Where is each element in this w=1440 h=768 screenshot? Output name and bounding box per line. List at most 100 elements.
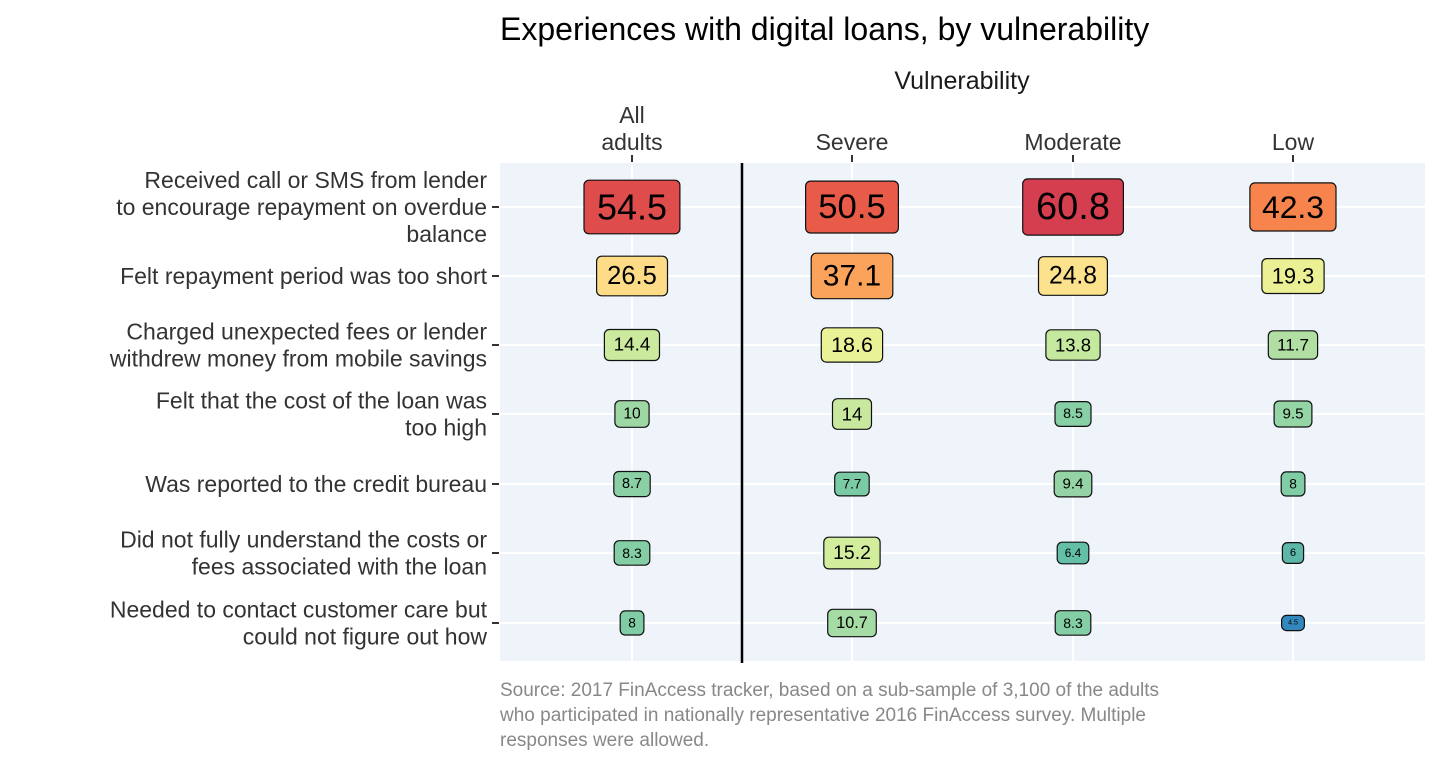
facet-label: Vulnerability bbox=[894, 67, 1030, 95]
cell-box bbox=[603, 328, 661, 362]
cell-box bbox=[1273, 400, 1313, 428]
cell-value: 11.7 bbox=[1277, 336, 1309, 355]
cell-value: 24.8 bbox=[1049, 263, 1097, 290]
cell-value: 50.5 bbox=[818, 188, 886, 226]
cell-box bbox=[1249, 182, 1337, 232]
cell-value: 15.2 bbox=[833, 542, 871, 564]
cell-value: 8.3 bbox=[1063, 615, 1083, 631]
cell-value: 8 bbox=[1289, 477, 1297, 492]
cell-box bbox=[1037, 256, 1109, 296]
cell-low-4: 8 bbox=[1280, 471, 1306, 497]
cell-values: 54.5 50.5 60.8 42.3 26.5 37.1 24.8 19.3 14.4 18.6… bbox=[583, 178, 1337, 638]
cell-moderate-6: 8.3 bbox=[1054, 610, 1092, 636]
cell-box bbox=[1280, 471, 1306, 497]
cell-box bbox=[804, 180, 899, 234]
cell-value: 60.8 bbox=[1036, 186, 1110, 228]
cell-all-4: 8.7 bbox=[613, 470, 651, 498]
cell-moderate-2: 13.8 bbox=[1045, 329, 1101, 361]
cell-box bbox=[1054, 610, 1092, 636]
cell-all-5: 8.3 bbox=[613, 540, 651, 566]
cell-box bbox=[1053, 470, 1093, 498]
row-label: Needed to contact customer care but bbox=[110, 597, 488, 623]
cell-value: 19.3 bbox=[1272, 264, 1315, 289]
cell-low-3: 9.5 bbox=[1273, 400, 1313, 428]
caption-line: responses were allowed. bbox=[500, 730, 709, 751]
cell-box bbox=[1280, 614, 1305, 632]
cell-moderate-5: 6.4 bbox=[1056, 541, 1090, 565]
cell-value: 13.8 bbox=[1055, 335, 1091, 356]
row-label: withdrew money from mobile savings bbox=[109, 346, 487, 372]
column-label-low: Low bbox=[1272, 129, 1315, 155]
cell-box bbox=[810, 252, 894, 300]
cell-value: 7.7 bbox=[843, 477, 862, 492]
cell-severe-0: 50.5 bbox=[804, 180, 899, 234]
cell-severe-1: 37.1 bbox=[810, 252, 894, 300]
cell-value: 9.5 bbox=[1282, 406, 1303, 423]
cell-all-1: 26.5 bbox=[595, 255, 669, 297]
cell-value: 14 bbox=[842, 404, 863, 425]
cell-box bbox=[1267, 330, 1319, 360]
cell-value: 42.3 bbox=[1262, 189, 1324, 225]
row-label: fees associated with the loan bbox=[192, 554, 487, 580]
cell-severe-5: 15.2 bbox=[823, 536, 881, 570]
cell-box bbox=[1056, 541, 1090, 565]
cell-value: 26.5 bbox=[607, 262, 657, 290]
row-label: Did not fully understand the costs or bbox=[120, 527, 487, 553]
cell-box bbox=[595, 255, 669, 297]
row-label: to encourage repayment on overdue bbox=[116, 194, 487, 220]
cell-value: 10.7 bbox=[836, 614, 868, 632]
cell-box bbox=[1261, 258, 1325, 295]
cell-box bbox=[1022, 178, 1125, 236]
cell-box bbox=[583, 179, 681, 235]
row-label: balance bbox=[406, 221, 487, 247]
cell-low-1: 19.3 bbox=[1261, 258, 1325, 295]
row-label: Received call or SMS from lender bbox=[144, 167, 487, 193]
cell-box bbox=[820, 327, 884, 363]
cell-value: 8.3 bbox=[622, 545, 642, 561]
cell-moderate-3: 8.5 bbox=[1054, 401, 1092, 428]
row-label: Was reported to the credit bureau bbox=[145, 471, 487, 497]
cell-box bbox=[1054, 401, 1092, 428]
cell-all-2: 14.4 bbox=[603, 328, 661, 362]
cell-value: 8.7 bbox=[622, 476, 642, 492]
cell-moderate-1: 24.8 bbox=[1037, 256, 1109, 296]
cell-low-0: 42.3 bbox=[1249, 182, 1337, 232]
cell-moderate-0: 60.8 bbox=[1022, 178, 1125, 236]
cell-value: 10 bbox=[623, 406, 641, 423]
cell-value: 6 bbox=[1290, 547, 1296, 559]
cell-low-2: 11.7 bbox=[1267, 330, 1319, 360]
cell-box bbox=[831, 398, 873, 430]
cell-box bbox=[827, 608, 877, 638]
row-label: Felt that the cost of the loan was bbox=[156, 388, 487, 414]
row-label: could not figure out how bbox=[243, 624, 488, 650]
cell-all-0: 54.5 bbox=[583, 179, 681, 235]
plot-panel bbox=[500, 163, 1425, 661]
cell-box bbox=[834, 471, 870, 497]
cell-low-5: 6 bbox=[1281, 541, 1305, 564]
cell-value: 8.5 bbox=[1063, 406, 1083, 422]
row-label: Felt repayment period was too short bbox=[120, 263, 488, 289]
cell-severe-2: 18.6 bbox=[820, 327, 884, 363]
column-label-moderate: Moderate bbox=[1024, 129, 1121, 155]
chart-title: Experiences with digital loans, by vulne… bbox=[500, 11, 1149, 47]
caption-line: who participated in nationally represent… bbox=[499, 705, 1146, 726]
column-label-severe: Severe bbox=[816, 129, 889, 155]
cell-moderate-4: 9.4 bbox=[1053, 470, 1093, 498]
cell-box bbox=[1281, 541, 1305, 564]
cell-value: 6.4 bbox=[1065, 546, 1082, 560]
cell-value: 37.1 bbox=[823, 260, 881, 293]
cell-severe-4: 7.7 bbox=[834, 471, 870, 497]
cell-value: 9.4 bbox=[1063, 476, 1084, 493]
row-label: too high bbox=[405, 415, 487, 441]
cell-severe-6: 10.7 bbox=[827, 608, 877, 638]
cell-all-6: 8 bbox=[619, 610, 645, 636]
caption-line: Source: 2017 FinAccess tracker, based on… bbox=[500, 680, 1159, 701]
cell-box bbox=[619, 610, 645, 636]
column-label-all: All bbox=[619, 102, 645, 128]
cell-box bbox=[1045, 329, 1101, 361]
row-label: Charged unexpected fees or lender bbox=[126, 319, 487, 345]
cell-box bbox=[614, 400, 650, 428]
